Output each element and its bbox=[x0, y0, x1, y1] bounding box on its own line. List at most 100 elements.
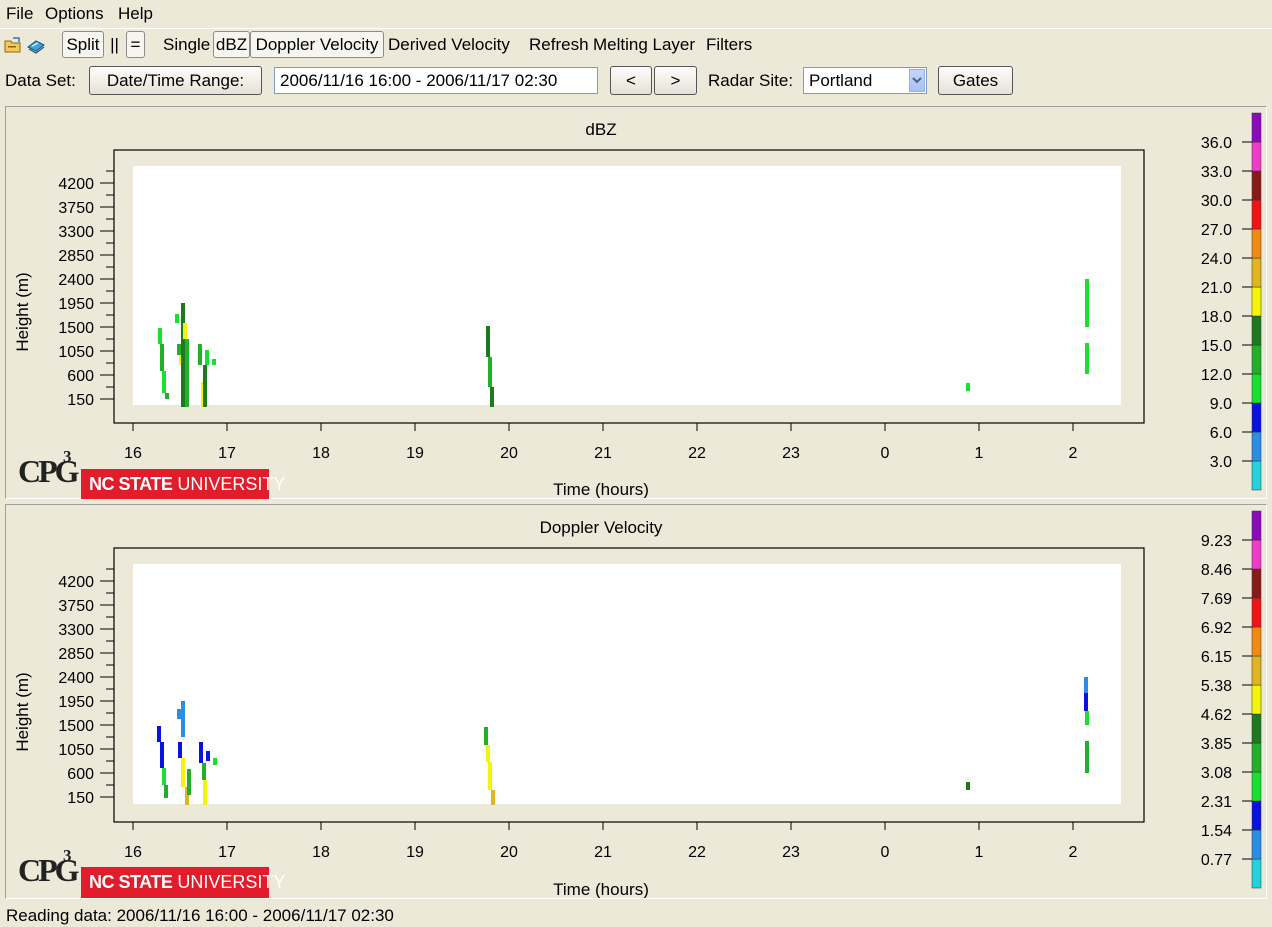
data-cell bbox=[165, 393, 169, 399]
date-time-range-field[interactable]: 2006/11/16 16:00 - 2006/11/17 02:30 bbox=[274, 67, 598, 94]
colorbar-label: 3.0 bbox=[1210, 454, 1232, 471]
y-tick-label: 3300 bbox=[58, 622, 94, 639]
y-tick-label: 4200 bbox=[58, 574, 94, 591]
doppler-velocity-panel: Doppler Velocity 150 600 1050 1500 1950 2400 2… bbox=[5, 504, 1267, 899]
x-tick-label: 18 bbox=[312, 445, 330, 462]
open-folder-icon[interactable] bbox=[3, 35, 23, 55]
colorbar-segment bbox=[1251, 257, 1262, 288]
data-cell bbox=[1085, 343, 1089, 374]
data-cell bbox=[1084, 677, 1088, 693]
colorbar-label: 18.0 bbox=[1201, 309, 1232, 326]
colorbar-label: 15.0 bbox=[1201, 338, 1232, 355]
x-tick-label: 16 bbox=[124, 844, 142, 861]
chart-title: Doppler Velocity bbox=[540, 518, 663, 537]
data-cell bbox=[1084, 693, 1088, 711]
colorbar-label: 8.46 bbox=[1201, 562, 1232, 579]
y-tick-label: 150 bbox=[67, 790, 94, 807]
colorbar-segment bbox=[1251, 858, 1262, 889]
data-cell bbox=[185, 339, 189, 407]
chevron-down-icon[interactable] bbox=[909, 69, 925, 92]
x-tick-label: 23 bbox=[782, 445, 800, 462]
x-tick-label: 21 bbox=[594, 445, 612, 462]
y-tick-label: 1950 bbox=[58, 694, 94, 711]
x-tick-label: 1 bbox=[975, 844, 984, 861]
menu-help[interactable]: Help bbox=[118, 4, 153, 23]
x-tick-label: 20 bbox=[500, 844, 518, 861]
colorbar-segment bbox=[1251, 170, 1262, 201]
colorbar-segment bbox=[1251, 373, 1262, 404]
colorbar-label: 4.62 bbox=[1201, 707, 1232, 724]
plot-frame bbox=[113, 547, 1145, 823]
colorbar-label: 2.31 bbox=[1201, 794, 1232, 811]
filters-button[interactable]: Filters bbox=[706, 35, 753, 54]
book-icon[interactable] bbox=[26, 35, 46, 55]
colorbar-segment bbox=[1251, 344, 1262, 375]
dataset-bar: Data Set: Date/Time Range: 2006/11/16 16… bbox=[0, 64, 1272, 98]
menu-bar: File Options Help bbox=[0, 0, 1272, 28]
data-cell bbox=[486, 326, 490, 357]
x-tick-label: 23 bbox=[782, 844, 800, 861]
colorbar-segment bbox=[1251, 800, 1262, 831]
cpg-logo: CPG 3 bbox=[18, 447, 80, 489]
menu-file[interactable]: File bbox=[6, 4, 34, 23]
derived-velocity-button[interactable]: Derived Velocity bbox=[388, 35, 510, 54]
data-cell bbox=[486, 745, 490, 762]
y-axis-label: Height (m) bbox=[13, 272, 32, 351]
dbz-button[interactable]: dBZ bbox=[213, 31, 250, 58]
y-tick-label: 1050 bbox=[58, 344, 94, 361]
dataset-label: Data Set: bbox=[5, 71, 76, 90]
x-tick-label: 19 bbox=[406, 844, 424, 861]
data-cell bbox=[157, 726, 161, 742]
data-cell bbox=[1085, 711, 1089, 725]
melting-layer-button[interactable]: Melting Layer bbox=[593, 35, 696, 54]
colorbar-segment bbox=[1251, 112, 1262, 143]
doppler-velocity-button[interactable]: Doppler Velocity bbox=[250, 31, 384, 58]
colorbar-segment bbox=[1251, 568, 1262, 599]
data-cell bbox=[177, 709, 181, 719]
colorbar-label: 12.0 bbox=[1201, 367, 1232, 384]
data-cell bbox=[181, 701, 185, 737]
colorbar-label: 30.0 bbox=[1201, 193, 1232, 210]
colorbar-label: 9.23 bbox=[1201, 533, 1232, 550]
y-tick-label: 2850 bbox=[58, 646, 94, 663]
x-axis-label: Time (hours) bbox=[553, 480, 649, 498]
plot-area bbox=[133, 166, 1121, 405]
colorbar-segment bbox=[1251, 510, 1262, 541]
y-tick-label: 2400 bbox=[58, 670, 94, 687]
data-cell bbox=[183, 323, 187, 339]
doppler-velocity-chart: Doppler Velocity 150 600 1050 1500 1950 2400 2… bbox=[13, 510, 1262, 898]
previous-range-button[interactable]: < bbox=[610, 66, 652, 95]
side-by-side-button[interactable]: || bbox=[106, 31, 123, 58]
gates-button[interactable]: Gates bbox=[938, 66, 1013, 95]
radar-site-select[interactable]: Portland bbox=[803, 67, 927, 94]
date-time-range-button[interactable]: Date/Time Range: bbox=[89, 66, 262, 95]
colorbar-label: 6.92 bbox=[1201, 620, 1232, 637]
next-range-button[interactable]: > bbox=[654, 66, 697, 95]
single-button[interactable]: Single bbox=[163, 35, 211, 54]
split-button[interactable]: Split bbox=[62, 31, 104, 58]
colorbar-label: 36.0 bbox=[1201, 135, 1232, 152]
y-tick-label: 1050 bbox=[58, 742, 94, 759]
toolbar: Split || = Single dBZ Doppler Velocity D… bbox=[0, 30, 1272, 60]
colorbar-segment bbox=[1251, 402, 1262, 433]
stacked-button[interactable]: = bbox=[126, 31, 145, 58]
data-cell bbox=[178, 742, 182, 758]
colorbar-segment bbox=[1251, 597, 1262, 628]
x-tick-label: 0 bbox=[881, 844, 890, 861]
y-tick-label: 600 bbox=[67, 368, 94, 385]
data-cell bbox=[966, 782, 970, 790]
menu-options[interactable]: Options bbox=[45, 4, 104, 23]
refresh-button[interactable]: Refresh bbox=[529, 35, 589, 54]
y-tick-label: 3750 bbox=[58, 598, 94, 615]
data-cell bbox=[185, 787, 189, 805]
colorbar-segment bbox=[1251, 655, 1262, 686]
colorbar-segment bbox=[1251, 713, 1262, 744]
data-cell bbox=[160, 344, 164, 371]
data-cell bbox=[212, 359, 216, 365]
colorbar-segment bbox=[1251, 460, 1262, 491]
y-axis-label: Height (m) bbox=[13, 672, 32, 751]
data-cell bbox=[162, 371, 166, 393]
colorbar-label: 3.08 bbox=[1201, 765, 1232, 782]
data-cell bbox=[490, 387, 494, 407]
chart-title: dBZ bbox=[585, 120, 616, 139]
